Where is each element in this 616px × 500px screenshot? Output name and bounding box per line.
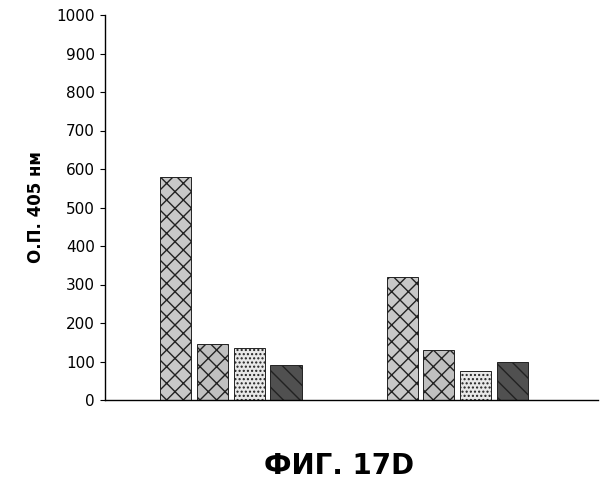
Text: ФИГ. 17D: ФИГ. 17D [264,452,414,480]
Bar [270,366,302,400]
Bar [233,348,265,400]
Bar [497,362,528,400]
Bar [160,176,191,400]
Bar [197,344,228,400]
Bar [460,371,492,400]
Bar [423,350,455,400]
Bar [386,277,418,400]
Y-axis label: О.П. 405 нм: О.П. 405 нм [27,152,46,264]
